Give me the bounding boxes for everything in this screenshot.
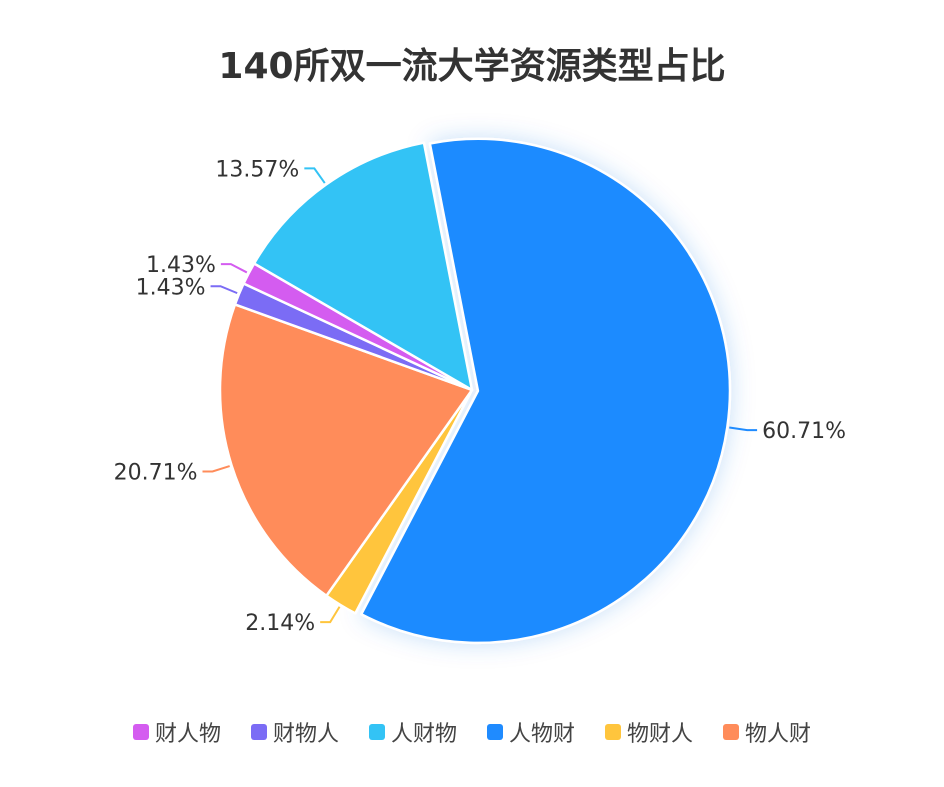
percent-label-物人财: 20.71%	[114, 461, 198, 486]
legend-label: 人财物	[390, 722, 457, 747]
legend-label: 财物人	[272, 722, 339, 747]
legend-item-人财物[interactable]: 人财物	[368, 716, 457, 748]
chart-title: 140所双一流大学资源类型占比	[218, 45, 725, 87]
legend-item-物人财[interactable]: 物人财	[723, 716, 811, 748]
legend-swatch	[132, 724, 149, 740]
legend-label: 物财人	[627, 722, 694, 747]
percent-label-物财人: 2.14%	[245, 611, 315, 636]
slice-人财物[interactable]	[252, 141, 474, 392]
legend-label: 物人财	[745, 722, 812, 747]
leader-line-物财人	[320, 606, 341, 624]
leader-line-财物人	[210, 285, 238, 295]
leader-lines	[202, 167, 758, 624]
percent-label-人物财: 60.71%	[762, 419, 846, 444]
legend-item-财人物[interactable]: 财人物	[132, 716, 221, 748]
leader-line-物人财	[202, 465, 230, 473]
legend-item-物财人[interactable]: 物财人	[605, 716, 693, 748]
percent-label-财人物: 1.43%	[146, 253, 216, 278]
legend-label: 财人物	[154, 722, 221, 747]
legend-item-财物人[interactable]: 财物人	[250, 716, 339, 748]
leader-line-人物财	[729, 426, 758, 432]
legend-item-人物财[interactable]: 人物财	[487, 716, 575, 748]
legend-swatch	[723, 724, 740, 740]
percent-label-人财物: 13.57%	[215, 157, 299, 182]
percent-label-财物人: 1.43%	[136, 275, 206, 300]
slice-物人财[interactable]	[218, 303, 474, 597]
percent-labels: 60.71% 2.14% 20.71% 1.43%1.43% 13.57%	[114, 157, 846, 636]
legend: 财人物 财物人 人财物 人物财 物财人 物人财	[0, 716, 944, 748]
legend-label: 人物财	[509, 722, 576, 747]
legend-swatch	[487, 724, 503, 740]
legend-swatch	[368, 724, 385, 740]
leader-line-人财物	[304, 167, 326, 184]
pie-slices	[218, 137, 732, 645]
legend-swatch	[605, 724, 622, 740]
leader-line-财人物	[220, 263, 248, 274]
slice-人物财[interactable]	[360, 137, 732, 645]
legend-swatch	[250, 724, 267, 740]
